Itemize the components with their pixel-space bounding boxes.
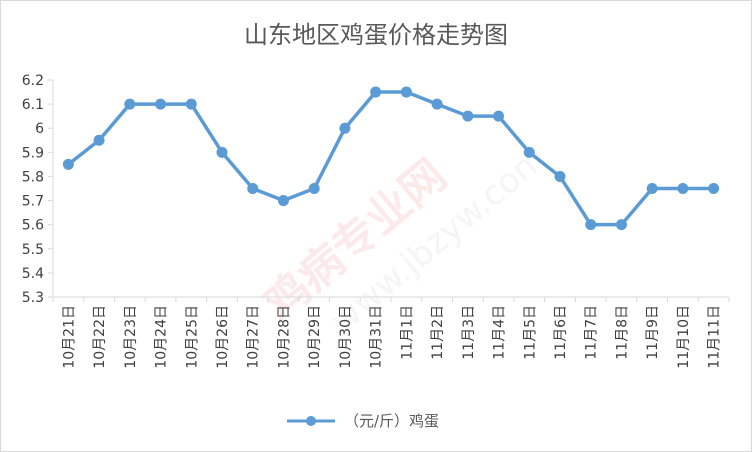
data-point <box>62 158 74 170</box>
data-point <box>185 98 197 110</box>
x-tick-label: 10月27日 <box>246 305 262 369</box>
y-tick-label: 5.9 <box>22 145 44 161</box>
x-tick-label: 11月3日 <box>461 305 477 360</box>
y-axis: 6.2 6.1 6 5.9 5.8 5.7 5.6 5.5 5.4 5.3 <box>22 73 54 306</box>
data-point <box>646 183 658 194</box>
y-tick-label: 5.4 <box>22 266 44 282</box>
x-tick-label: 10月29日 <box>307 305 323 369</box>
chart-title: 山东地区鸡蛋价格走势图 <box>244 21 508 49</box>
legend-point-marker <box>306 416 316 426</box>
y-tick-label: 6 <box>35 121 44 137</box>
legend-label: （元/斤）鸡蛋 <box>344 412 439 430</box>
x-tick-label: 10月28日 <box>276 305 292 369</box>
plot-area <box>62 86 720 231</box>
x-tick-label: 10月26日 <box>215 305 231 369</box>
data-point <box>216 146 228 158</box>
x-tick-label: 10月31日 <box>369 305 385 369</box>
data-point <box>585 219 597 231</box>
data-point <box>493 110 505 122</box>
data-point <box>708 183 720 194</box>
data-point <box>339 122 351 134</box>
data-point <box>400 86 412 98</box>
x-tick-label: 10月30日 <box>338 305 354 369</box>
y-tick-label: 5.6 <box>22 218 44 234</box>
x-tick-label: 11月1日 <box>399 305 415 360</box>
x-axis: 10月21日 10月22日 10月23日 10月24日 10月25日 10月26日 10月2… <box>52 296 730 369</box>
x-tick-label: 11月7日 <box>584 305 600 360</box>
data-point <box>431 98 443 110</box>
x-tick-label: 11月5日 <box>522 305 538 360</box>
x-tick-label: 11月6日 <box>553 305 569 360</box>
y-tick-label: 5.5 <box>22 242 44 258</box>
data-point <box>523 146 535 158</box>
x-tick-label: 10月24日 <box>154 305 170 369</box>
data-point <box>615 219 627 231</box>
x-tick-label: 11月2日 <box>430 305 446 360</box>
data-point <box>370 86 382 98</box>
x-tick-label: 11月8日 <box>614 305 630 360</box>
y-tick-label: 6.2 <box>22 73 44 89</box>
series-line <box>66 90 716 227</box>
x-tick-label: 11月4日 <box>492 305 508 360</box>
x-tick-label: 10月23日 <box>123 305 139 369</box>
x-tick-label: 11月10日 <box>676 305 692 369</box>
x-tick-label: 10月21日 <box>61 305 77 369</box>
data-point <box>93 134 105 146</box>
data-point <box>677 183 689 194</box>
data-point <box>462 110 474 122</box>
data-point <box>247 183 259 194</box>
x-tick-label: 10月22日 <box>92 305 108 369</box>
data-point <box>277 195 289 207</box>
x-tick-label: 10月25日 <box>184 305 200 369</box>
y-tick-label: 5.8 <box>22 169 44 185</box>
y-tick-label: 5.7 <box>22 194 44 210</box>
y-tick-label: 5.3 <box>22 290 44 306</box>
data-point <box>308 183 320 194</box>
y-tick-label: 6.1 <box>22 97 44 113</box>
x-tick-label: 11月11日 <box>707 305 723 369</box>
data-point <box>155 98 167 110</box>
data-point <box>124 98 136 110</box>
legend: （元/斤）鸡蛋 <box>287 412 439 430</box>
x-tick-label: 11月9日 <box>645 305 661 360</box>
data-point <box>554 170 566 182</box>
